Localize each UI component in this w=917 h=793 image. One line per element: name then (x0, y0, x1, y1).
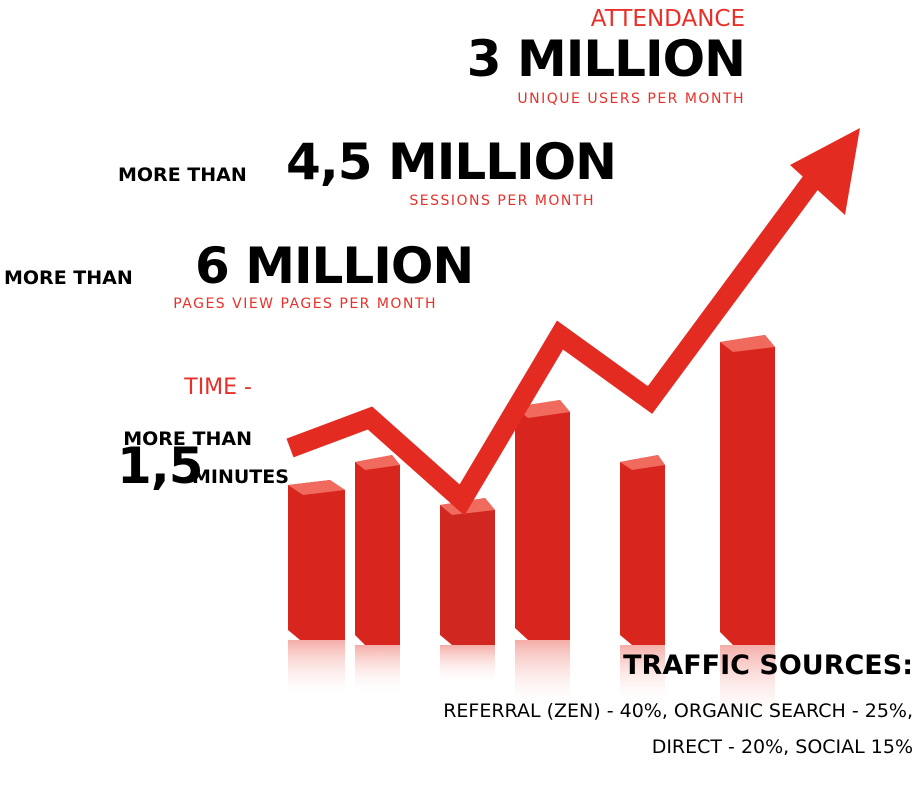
sessions-prefix: MORE THAN (118, 164, 247, 186)
attendance-label: ATTENDANCE (590, 6, 745, 32)
time-value: 1,5 (117, 437, 204, 495)
bars (288, 335, 775, 645)
attendance-value: 3 MILLION (466, 30, 746, 88)
pages-caption: PAGES VIEW PAGES PER MONTH (173, 296, 437, 312)
traffic-title: TRAFFIC SOURCES: (623, 650, 913, 681)
arrow-head (790, 128, 860, 215)
sessions-caption: SESSIONS PER MONTH (409, 193, 595, 209)
pages-value: 6 MILLION (195, 237, 474, 295)
traffic-line: REFERRAL (ZEN) - 40%, ORGANIC SEARCH - 2… (443, 700, 913, 722)
trend-arrow (286, 164, 829, 516)
attendance-caption: UNIQUE USERS PER MONTH (517, 91, 745, 107)
time-prefix: MORE THAN (123, 428, 252, 450)
time-unit: MINUTES (192, 466, 289, 488)
pages-prefix: MORE THAN (4, 267, 133, 289)
traffic-line: DIRECT - 20%, SOCIAL 15% (651, 736, 913, 758)
time-label: TIME - (184, 375, 252, 400)
reflection (288, 640, 775, 725)
sessions-value: 4,5 MILLION (286, 133, 617, 191)
